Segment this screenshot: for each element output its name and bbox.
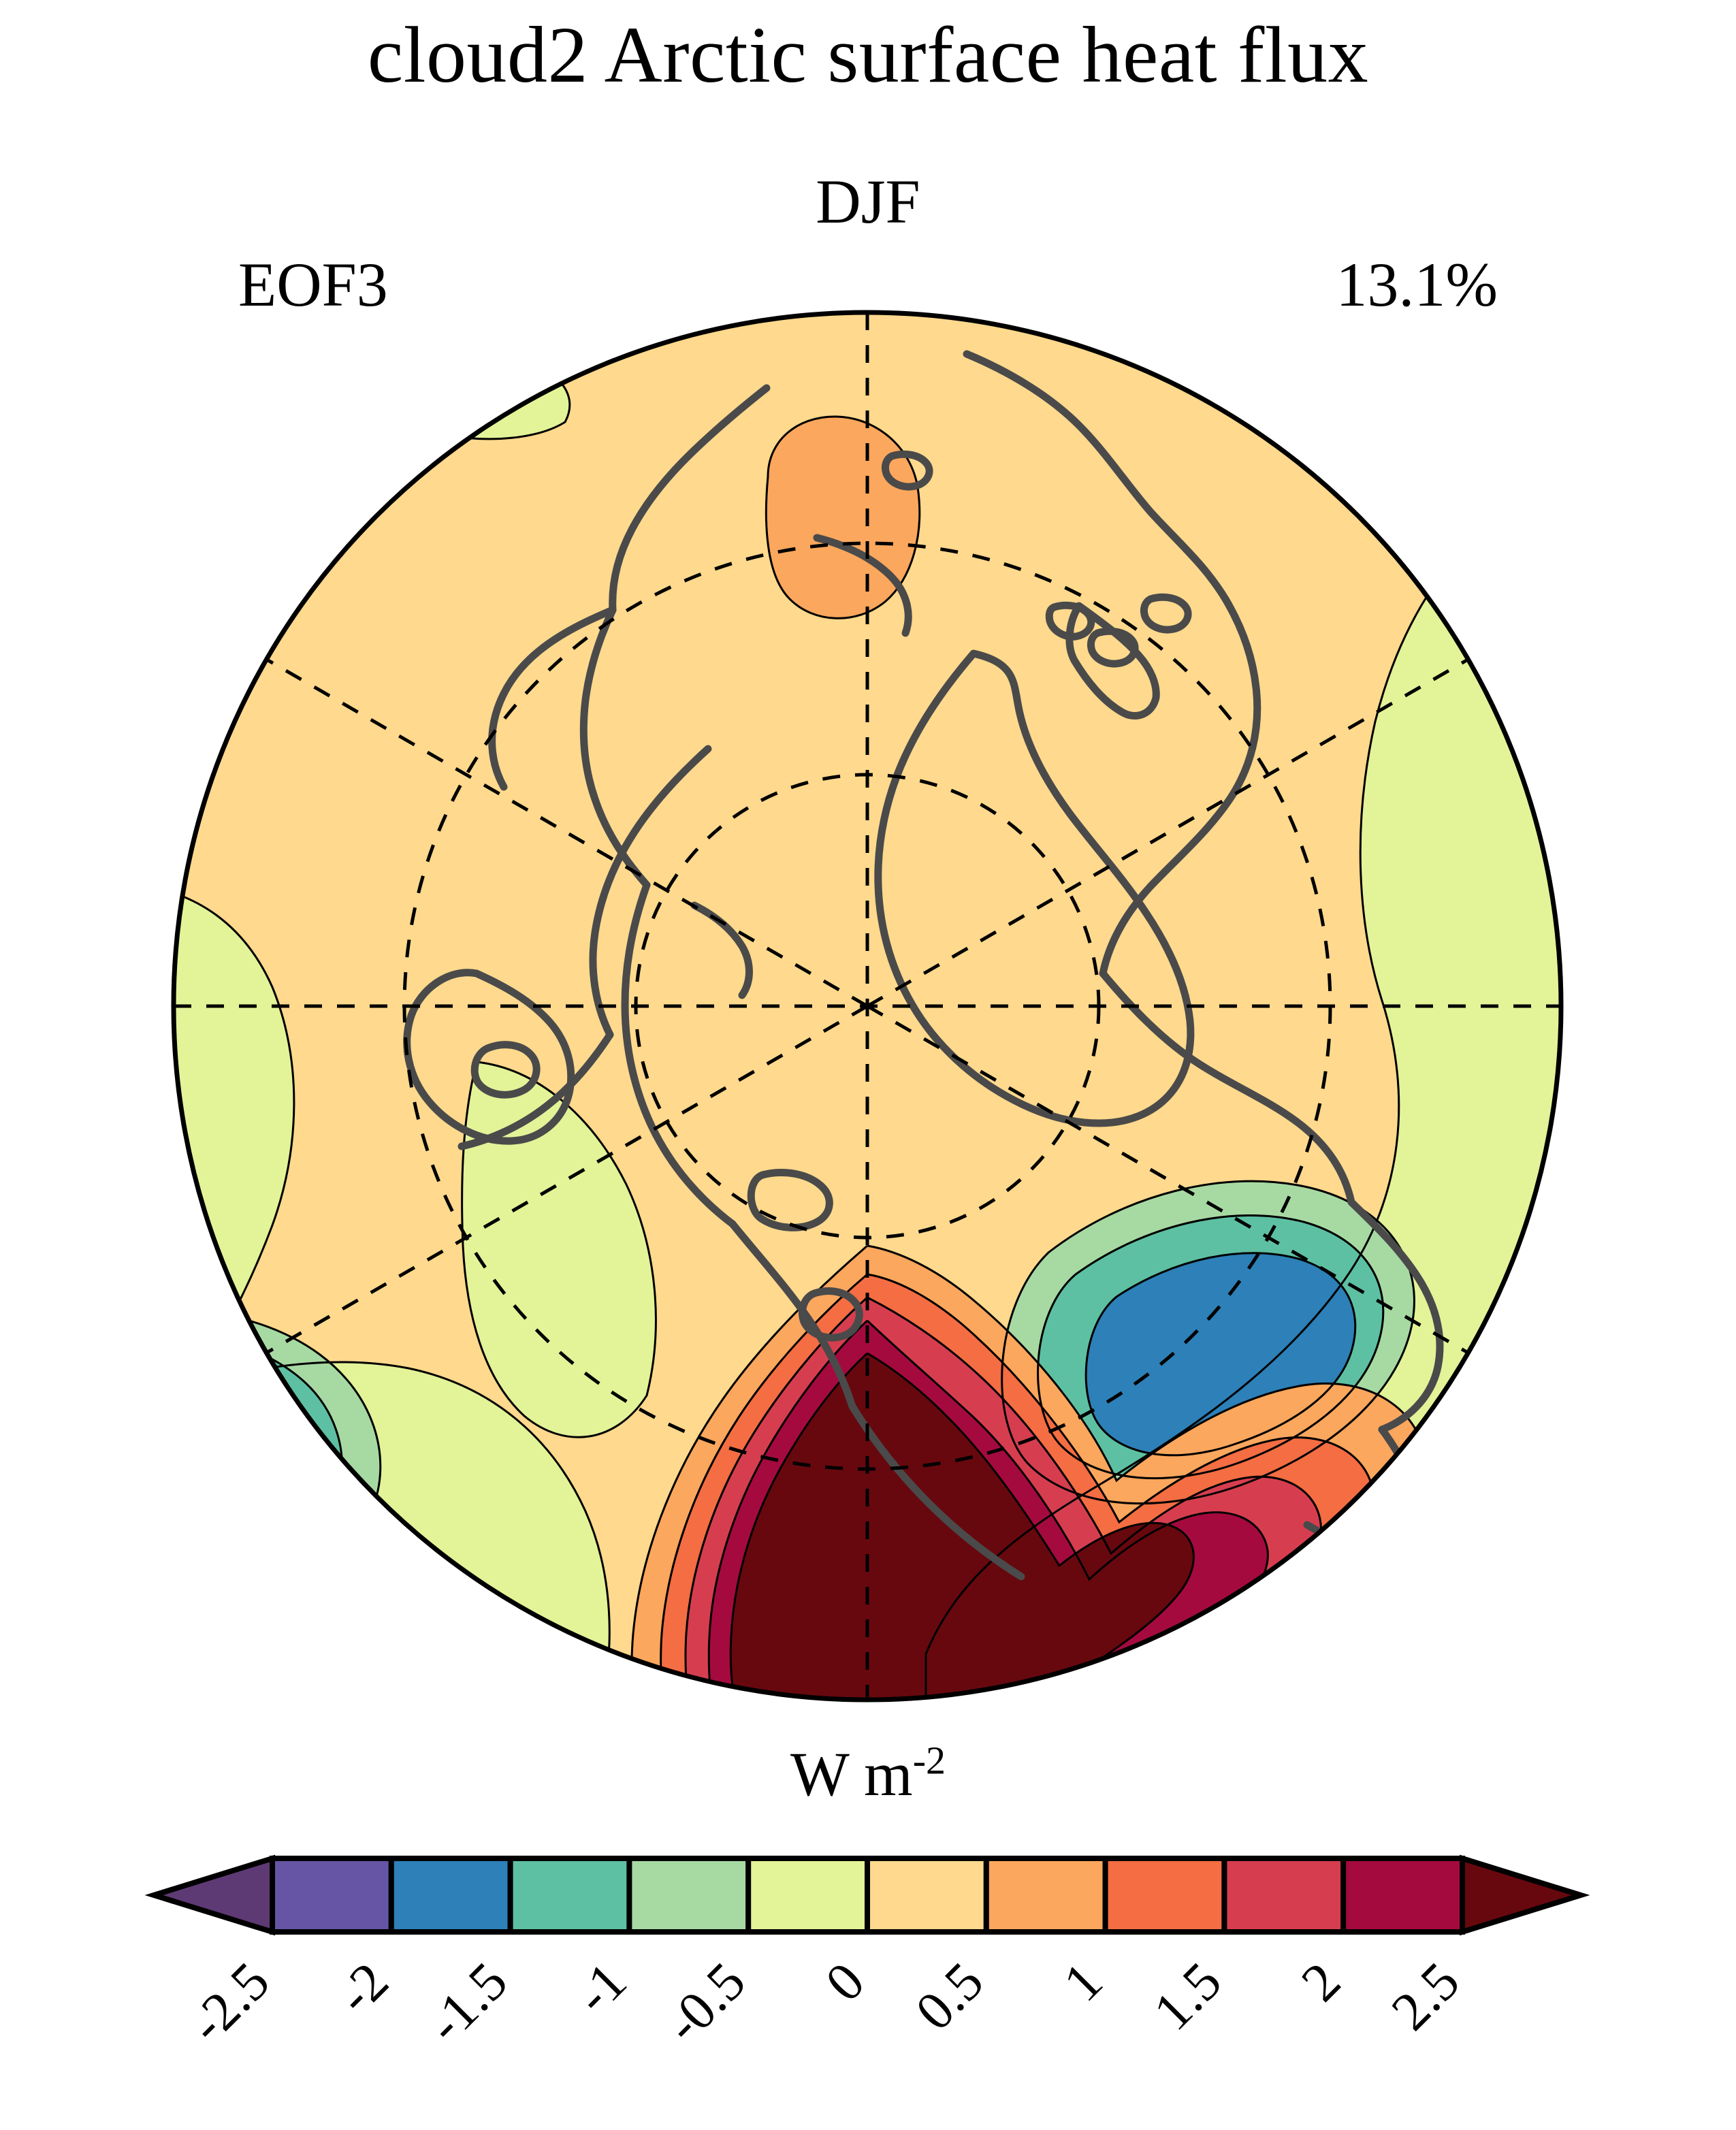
variance-explained-label: 13.1% — [1336, 250, 1498, 319]
contour-bullseye-positive-core — [631, 1246, 1427, 1700]
colorbar-svg: -2.5 -2 -1.5 -1 -0.5 0 0.5 1 1.5 2 2.5 — [144, 1854, 1590, 2055]
coastline-canada-arctic — [579, 606, 651, 889]
colorbar-unit-base: W m — [790, 1739, 913, 1809]
coastline-island-1 — [881, 450, 933, 491]
coastline-canada-east — [621, 881, 737, 1228]
page-title: cloud2 Arctic surface heat flux — [367, 10, 1369, 99]
graticule-meridian-120 — [866, 1004, 1469, 1355]
graticule-meridian-240 — [266, 1004, 869, 1355]
coastline-east-siberia-chukchi — [1099, 969, 1355, 1206]
colorbar-tick-1.5: 1.5 — [1142, 1952, 1233, 2042]
coastline-novaya-zemlya — [1065, 602, 1160, 720]
coastline-japan — [1303, 1521, 1371, 1630]
colorbar-cell-3 — [626, 1856, 752, 1935]
contour-band--0.5to0-seg — [428, 357, 570, 439]
coastline-greenland — [874, 649, 1195, 1127]
contour-band-above2.5 — [730, 1353, 1194, 1700]
colorbar: W m-2 -2.5 -2 -1.5 -1 -0.5 0 0.5 1 1.5 2 2.5 — [0, 1741, 1736, 2124]
colorbar-tick-0: 0 — [814, 1952, 876, 2014]
colorbar-cells — [144, 1854, 1590, 1936]
colorbar-tick-2: 2 — [1290, 1952, 1352, 2014]
graticule-parallel-60 — [402, 541, 1332, 1471]
coastline-scandinavia — [589, 745, 712, 1039]
eof-mode-label: EOF3 — [238, 250, 388, 319]
coastline-northamerica-east — [848, 1402, 1025, 1581]
colorbar-tick--1.5: -1.5 — [416, 1952, 519, 2055]
colorbar-tick-1: 1 — [1052, 1952, 1114, 2014]
coastline-britain — [470, 1041, 541, 1099]
graticule-meridian-300 — [266, 658, 869, 1008]
colorbar-cell-4 — [745, 1856, 870, 1935]
season-label: DJF — [816, 167, 920, 236]
colorbar-tick-0.5: 0.5 — [905, 1952, 995, 2042]
colorbar-cell-7 — [1102, 1856, 1227, 1935]
graticule-meridian-60 — [866, 658, 1469, 1008]
colorbar-cell-2 — [507, 1856, 632, 1935]
coastline-newfoundland — [799, 1287, 863, 1342]
colorbar-cell-9 — [1340, 1856, 1465, 1935]
colorbar-unit-label: W m-2 — [0, 1741, 1736, 1805]
coastline-north-canada-islands — [813, 534, 912, 637]
colorbar-extend-high-arrow — [1460, 1854, 1590, 1936]
coastline-svalbard — [1045, 601, 1095, 641]
colorbar-unit-exponent: -2 — [912, 1738, 946, 1783]
coastline-kamchatka — [1347, 1198, 1444, 1434]
coastline-hudson-bay — [403, 969, 575, 1145]
coastline-island-2 — [1087, 627, 1139, 668]
colorbar-extend-low-arrow — [144, 1854, 275, 1936]
map-graticule-layer — [174, 312, 1561, 1700]
map-boundary-circle — [171, 310, 1564, 1703]
coastline-alaska-west — [488, 606, 617, 791]
coastline-alaska — [609, 384, 771, 614]
colorbar-cell-0 — [270, 1856, 394, 1935]
graticule-parallel-75 — [634, 773, 1101, 1240]
colorbar-tick--1: -1 — [564, 1952, 638, 2026]
colorbar-tick--2: -2 — [325, 1952, 400, 2026]
polar-stereographic-map — [171, 310, 1564, 1703]
colorbar-cell-8 — [1221, 1856, 1347, 1935]
colorbar-cell-5 — [865, 1856, 989, 1935]
colorbar-tick--0.5: -0.5 — [654, 1952, 757, 2055]
coastline-baltic — [690, 901, 753, 999]
colorbar-cell-6 — [983, 1856, 1108, 1935]
colorbar-tick--2.5: -2.5 — [178, 1952, 281, 2055]
colorbar-tick-labels: -2.5 -2 -1.5 -1 -0.5 0 0.5 1 1.5 2 2.5 — [178, 1952, 1471, 2055]
coastline-island-3 — [1140, 593, 1192, 634]
colorbar-cell-1 — [388, 1856, 513, 1935]
colorbar-tick-2.5: 2.5 — [1381, 1952, 1471, 2042]
coastline-iceland — [747, 1169, 833, 1231]
coastline-siberia — [963, 350, 1261, 978]
